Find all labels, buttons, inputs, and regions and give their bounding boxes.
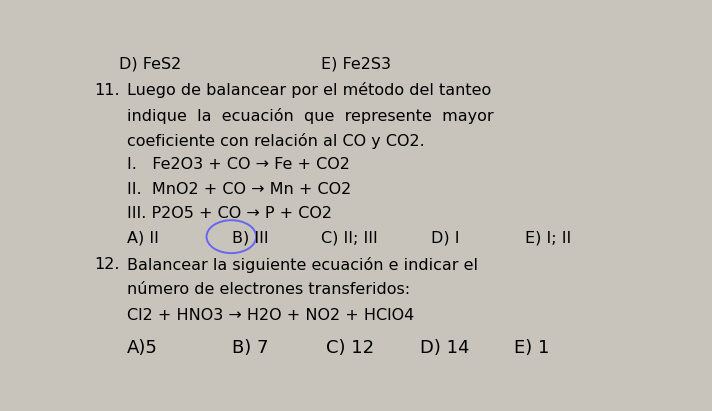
Text: A)5: A)5 [127, 339, 157, 358]
Text: Cl2 + HNO3 → H2O + NO2 + HClO4: Cl2 + HNO3 → H2O + NO2 + HClO4 [127, 308, 414, 323]
Text: III. P2O5 + CO → P + CO2: III. P2O5 + CO → P + CO2 [127, 206, 332, 222]
Text: D) FeS2: D) FeS2 [120, 56, 182, 71]
Text: Balancear la siguiente ecuación e indicar el: Balancear la siguiente ecuación e indica… [127, 256, 478, 272]
Text: E) Fe2S3: E) Fe2S3 [320, 56, 391, 71]
Text: E) I; II: E) I; II [525, 230, 571, 245]
Text: 12.: 12. [95, 257, 120, 272]
Text: indique  la  ecuación  que  represente  mayor: indique la ecuación que represente mayor [127, 108, 493, 124]
Text: Luego de balancear por el método del tanteo: Luego de balancear por el método del tan… [127, 83, 491, 99]
Text: II.  MnO2 + CO → Mn + CO2: II. MnO2 + CO → Mn + CO2 [127, 182, 351, 197]
Text: D) I: D) I [431, 230, 460, 245]
Text: coeficiente con relación al CO y CO2.: coeficiente con relación al CO y CO2. [127, 133, 424, 149]
Text: C) II; III: C) II; III [320, 230, 377, 245]
Text: C) 12: C) 12 [326, 339, 375, 358]
Text: D) 14: D) 14 [420, 339, 470, 358]
Text: I.   Fe2O3 + CO → Fe + CO2: I. Fe2O3 + CO → Fe + CO2 [127, 157, 350, 172]
Text: 11.: 11. [95, 83, 120, 98]
Text: B) 7: B) 7 [232, 339, 269, 358]
Text: B) III: B) III [232, 230, 269, 245]
Text: A) II: A) II [127, 230, 158, 245]
Text: E) 1: E) 1 [514, 339, 549, 358]
Text: número de electrones transferidos:: número de electrones transferidos: [127, 282, 409, 297]
